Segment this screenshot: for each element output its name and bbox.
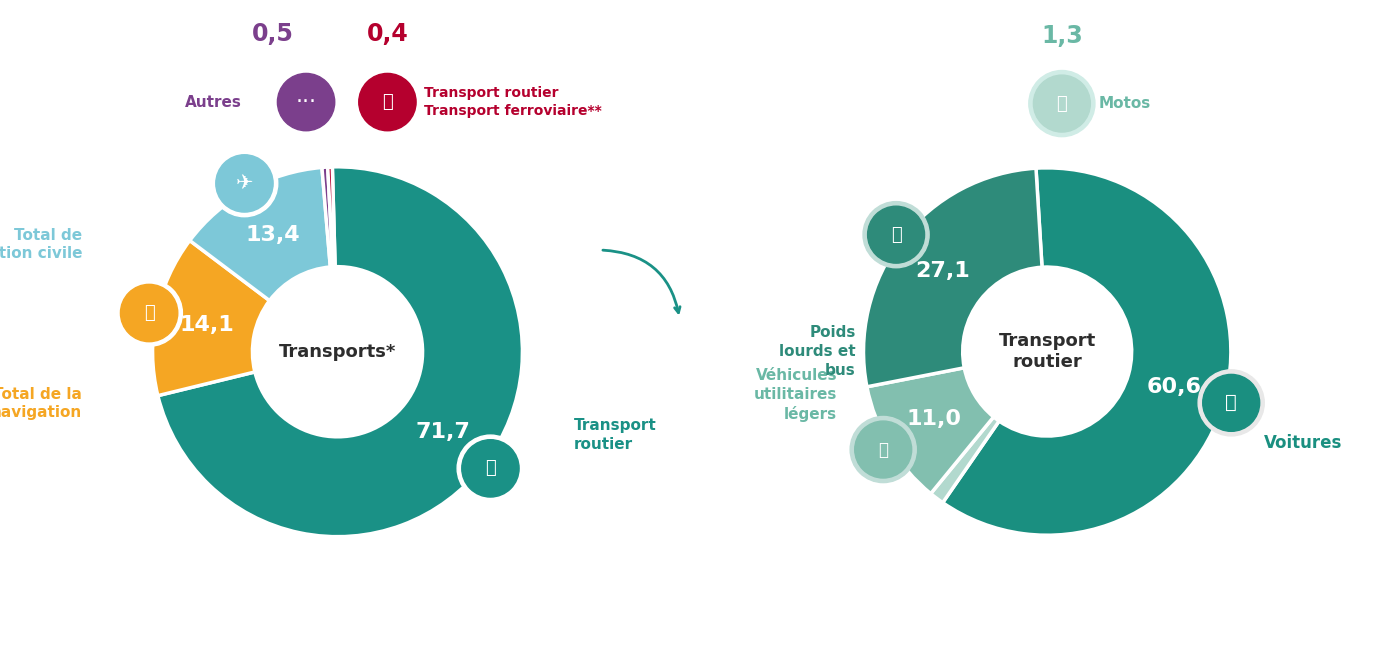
Wedge shape — [153, 240, 269, 396]
Text: 11,0: 11,0 — [906, 410, 961, 430]
Text: 🚐: 🚐 — [878, 441, 888, 459]
Wedge shape — [327, 167, 336, 267]
Circle shape — [1198, 370, 1265, 436]
Wedge shape — [322, 167, 333, 267]
Wedge shape — [190, 167, 330, 301]
Text: 0,4: 0,4 — [366, 21, 408, 45]
Text: 71,7: 71,7 — [416, 422, 470, 443]
Circle shape — [462, 440, 519, 497]
Circle shape — [354, 69, 420, 135]
Text: 🚊: 🚊 — [381, 93, 393, 111]
Text: ✈: ✈ — [236, 174, 254, 193]
Wedge shape — [943, 168, 1230, 535]
Text: 13,4: 13,4 — [245, 226, 301, 245]
Circle shape — [868, 206, 925, 263]
Text: Poids
lourds et
bus: Poids lourds et bus — [779, 325, 856, 378]
Circle shape — [863, 202, 929, 268]
Text: Total de
l'aviation civile: Total de l'aviation civile — [0, 227, 82, 261]
Circle shape — [117, 280, 183, 346]
Circle shape — [458, 435, 524, 502]
Text: Total de la
navigation: Total de la navigation — [0, 387, 82, 421]
Circle shape — [854, 421, 911, 478]
Circle shape — [216, 155, 273, 212]
Wedge shape — [931, 417, 999, 503]
Text: 60,6: 60,6 — [1147, 377, 1203, 397]
Text: Autres: Autres — [184, 95, 241, 110]
Text: Voitures: Voitures — [1265, 434, 1343, 452]
Text: 0,5: 0,5 — [252, 21, 294, 45]
Wedge shape — [867, 368, 993, 494]
Text: 🏍: 🏍 — [1057, 95, 1067, 113]
Circle shape — [211, 150, 277, 216]
Text: 🚗: 🚗 — [1225, 393, 1237, 412]
Circle shape — [850, 417, 917, 483]
Text: 🚢: 🚢 — [144, 304, 154, 322]
Text: Véhicules
utilitaires
légers: Véhicules utilitaires légers — [755, 369, 838, 422]
Text: 14,1: 14,1 — [180, 315, 234, 335]
Wedge shape — [158, 167, 523, 537]
Circle shape — [1029, 71, 1094, 137]
Text: Transport routier
Transport ferroviaire**: Transport routier Transport ferroviaire*… — [424, 86, 602, 119]
Text: 27,1: 27,1 — [915, 260, 970, 281]
Circle shape — [1033, 75, 1090, 132]
Circle shape — [1203, 375, 1259, 432]
Text: ···: ··· — [295, 92, 316, 112]
Circle shape — [273, 69, 340, 135]
Circle shape — [359, 73, 416, 131]
Text: 🚛: 🚛 — [890, 226, 902, 244]
Circle shape — [277, 73, 334, 131]
Text: 1,3: 1,3 — [1042, 23, 1083, 47]
Text: Transport
routier: Transport routier — [574, 418, 657, 452]
Text: Transports*: Transports* — [279, 343, 397, 361]
Circle shape — [121, 284, 178, 341]
Text: Transport
routier: Transport routier — [999, 332, 1096, 371]
Text: 🚛: 🚛 — [485, 459, 495, 478]
Wedge shape — [864, 168, 1042, 387]
Text: Motos: Motos — [1099, 96, 1151, 111]
